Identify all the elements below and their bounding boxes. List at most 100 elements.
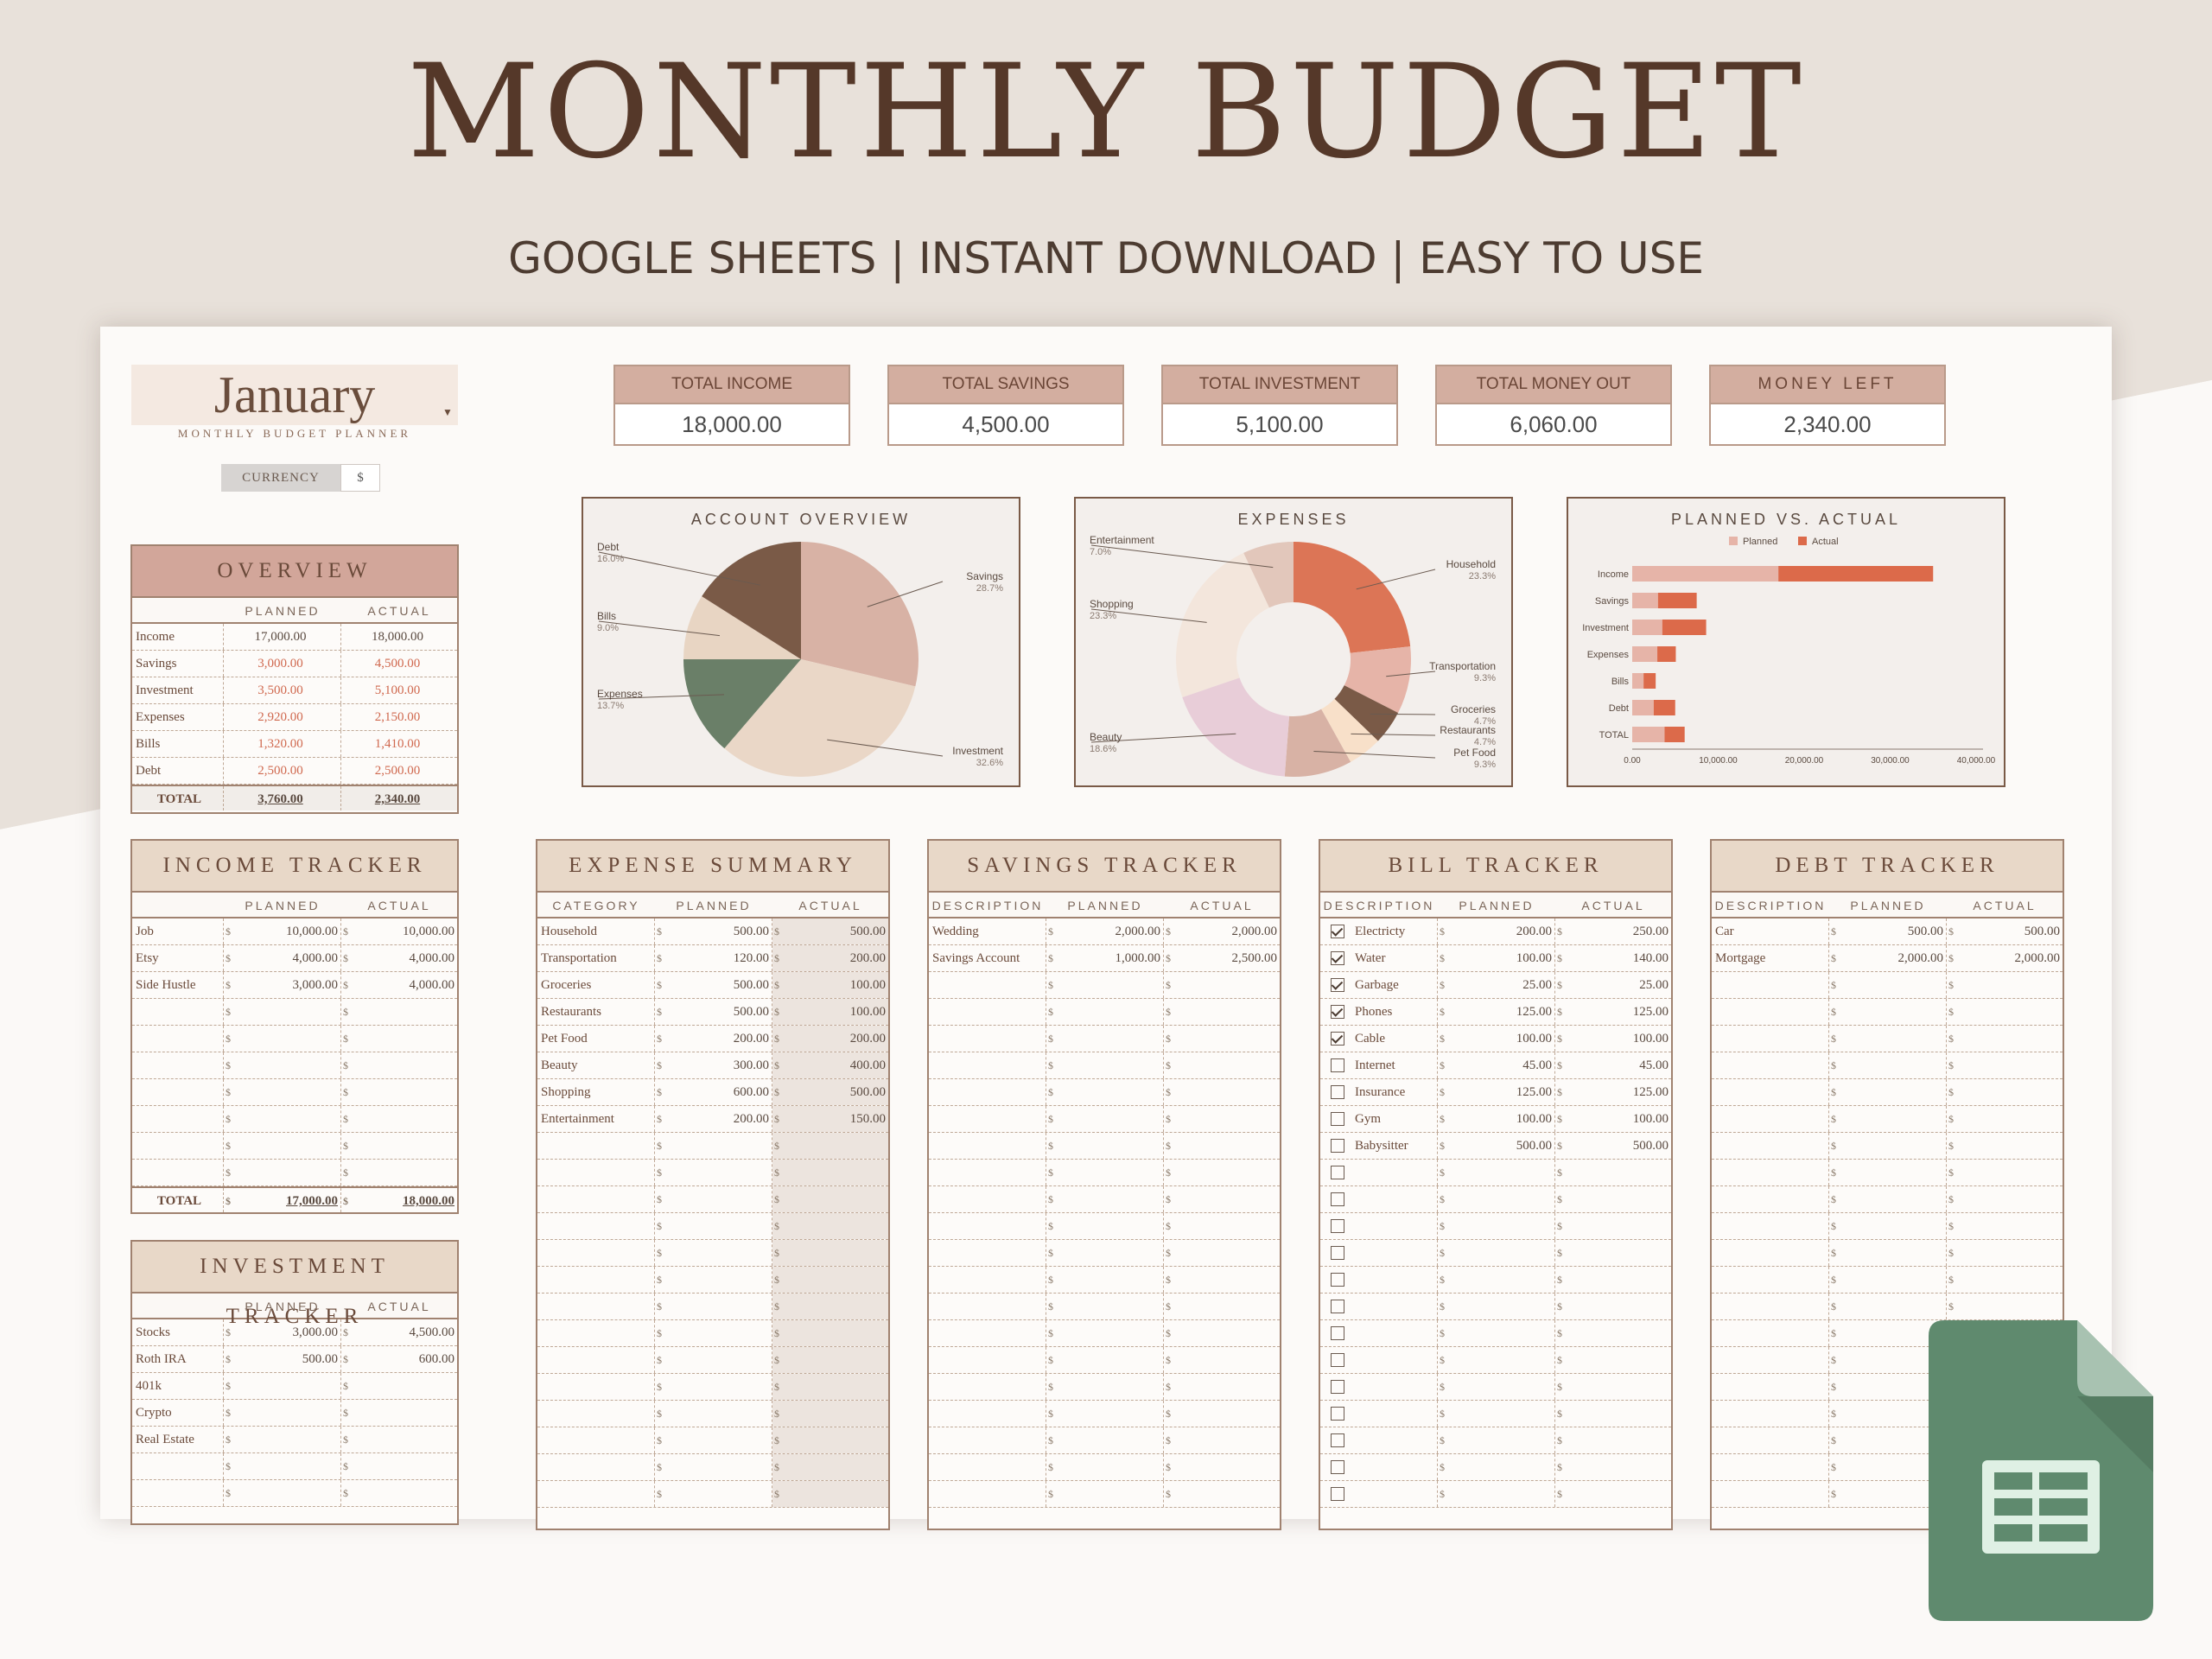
row-label[interactable]: [929, 1052, 1046, 1078]
money-cell[interactable]: $: [1829, 1213, 1947, 1239]
money-cell[interactable]: $100.00: [1438, 945, 1555, 971]
money-cell[interactable]: $: [655, 1427, 772, 1453]
money-cell[interactable]: $: [224, 1427, 341, 1452]
checkbox[interactable]: [1331, 1139, 1344, 1153]
row-label[interactable]: [929, 1079, 1046, 1105]
row-label[interactable]: [929, 1347, 1046, 1373]
row-label[interactable]: [1712, 1160, 1829, 1185]
row-label[interactable]: Transportation: [537, 945, 655, 971]
money-cell[interactable]: $500.00: [1829, 918, 1947, 944]
bill-checkbox-cell[interactable]: [1320, 918, 1351, 944]
money-cell[interactable]: $: [1947, 1106, 2063, 1132]
money-cell[interactable]: $: [1555, 1374, 1671, 1400]
money-cell[interactable]: $500.00: [1438, 1133, 1555, 1159]
money-cell[interactable]: $25.00: [1438, 972, 1555, 998]
row-label[interactable]: [1712, 1079, 1829, 1105]
row-label[interactable]: [132, 1480, 224, 1506]
money-cell[interactable]: $: [1947, 999, 2063, 1025]
money-cell[interactable]: $: [655, 1186, 772, 1212]
money-cell[interactable]: $: [655, 1294, 772, 1319]
row-label[interactable]: [1351, 1213, 1438, 1239]
money-cell[interactable]: $4,000.00: [224, 945, 341, 971]
checkbox[interactable]: [1331, 1407, 1344, 1421]
money-cell[interactable]: $: [772, 1240, 888, 1266]
money-cell[interactable]: $: [1947, 1079, 2063, 1105]
money-cell[interactable]: $: [224, 1373, 341, 1399]
row-label[interactable]: [1712, 999, 1829, 1025]
money-cell[interactable]: $: [1555, 1454, 1671, 1480]
money-cell[interactable]: $3,000.00: [224, 1319, 341, 1345]
bill-checkbox-cell[interactable]: [1320, 1401, 1351, 1427]
row-label[interactable]: [132, 1133, 224, 1159]
row-label[interactable]: [929, 1213, 1046, 1239]
money-cell[interactable]: $: [341, 1106, 457, 1132]
checkbox[interactable]: [1331, 1246, 1344, 1260]
money-cell[interactable]: $100.00: [1438, 1026, 1555, 1052]
money-cell[interactable]: $: [1947, 1052, 2063, 1078]
bill-checkbox-cell[interactable]: [1320, 1320, 1351, 1346]
bill-checkbox-cell[interactable]: [1320, 1160, 1351, 1185]
row-label[interactable]: Mortgage: [1712, 945, 1829, 971]
money-cell[interactable]: $: [1829, 1267, 1947, 1293]
bill-checkbox-cell[interactable]: [1320, 1213, 1351, 1239]
row-label[interactable]: [929, 1320, 1046, 1346]
row-label[interactable]: [132, 1052, 224, 1078]
money-cell[interactable]: $: [1555, 1481, 1671, 1507]
money-cell[interactable]: $200.00: [772, 1026, 888, 1052]
money-cell[interactable]: $: [1046, 1427, 1164, 1453]
money-cell[interactable]: $1,000.00: [1046, 945, 1164, 971]
money-cell[interactable]: $: [341, 1160, 457, 1185]
row-label[interactable]: Etsy: [132, 945, 224, 971]
money-cell[interactable]: $: [655, 1320, 772, 1346]
money-cell[interactable]: $: [341, 1480, 457, 1506]
money-cell[interactable]: $45.00: [1438, 1052, 1555, 1078]
money-cell[interactable]: $: [1438, 1294, 1555, 1319]
row-label[interactable]: [1712, 1481, 1829, 1507]
row-label[interactable]: [929, 1481, 1046, 1507]
money-cell[interactable]: $: [1046, 1240, 1164, 1266]
checkbox[interactable]: [1331, 1112, 1344, 1126]
bill-checkbox-cell[interactable]: [1320, 1481, 1351, 1507]
money-cell[interactable]: $: [1164, 1481, 1280, 1507]
money-cell[interactable]: $500.00: [1947, 918, 2063, 944]
row-label[interactable]: [1351, 1481, 1438, 1507]
money-cell[interactable]: $: [1164, 1240, 1280, 1266]
row-label[interactable]: [537, 1320, 655, 1346]
money-cell[interactable]: $2,000.00: [1164, 918, 1280, 944]
row-label[interactable]: Stocks: [132, 1319, 224, 1345]
checkbox[interactable]: [1331, 1460, 1344, 1474]
row-label[interactable]: [1712, 1106, 1829, 1132]
money-cell[interactable]: $: [1555, 1294, 1671, 1319]
money-cell[interactable]: $300.00: [655, 1052, 772, 1078]
row-label[interactable]: [132, 1160, 224, 1185]
money-cell[interactable]: $125.00: [1438, 1079, 1555, 1105]
money-cell[interactable]: $25.00: [1555, 972, 1671, 998]
money-cell[interactable]: $: [655, 1160, 772, 1185]
money-cell[interactable]: $: [1555, 1213, 1671, 1239]
money-cell[interactable]: $500.00: [224, 1346, 341, 1372]
money-cell[interactable]: $: [224, 1160, 341, 1185]
row-label[interactable]: [1712, 1026, 1829, 1052]
money-cell[interactable]: $: [1164, 1374, 1280, 1400]
money-cell[interactable]: $: [655, 1267, 772, 1293]
row-label[interactable]: [537, 1481, 655, 1507]
row-label[interactable]: Phones: [1351, 999, 1438, 1025]
row-label[interactable]: Pet Food: [537, 1026, 655, 1052]
money-cell[interactable]: $: [224, 1026, 341, 1052]
money-cell[interactable]: $: [1164, 972, 1280, 998]
row-label[interactable]: Groceries: [537, 972, 655, 998]
money-cell[interactable]: $: [772, 1347, 888, 1373]
money-cell[interactable]: $: [1947, 1133, 2063, 1159]
money-cell[interactable]: $140.00: [1555, 945, 1671, 971]
money-cell[interactable]: $: [1164, 1294, 1280, 1319]
money-cell[interactable]: $: [341, 999, 457, 1025]
money-cell[interactable]: $2,500.00: [1164, 945, 1280, 971]
bill-checkbox-cell[interactable]: [1320, 1026, 1351, 1052]
money-cell[interactable]: $: [655, 1347, 772, 1373]
row-label[interactable]: [537, 1133, 655, 1159]
row-label[interactable]: Beauty: [537, 1052, 655, 1078]
money-cell[interactable]: $: [655, 1454, 772, 1480]
money-cell[interactable]: $: [1046, 1267, 1164, 1293]
row-label[interactable]: [1351, 1401, 1438, 1427]
money-cell[interactable]: $: [1046, 1213, 1164, 1239]
